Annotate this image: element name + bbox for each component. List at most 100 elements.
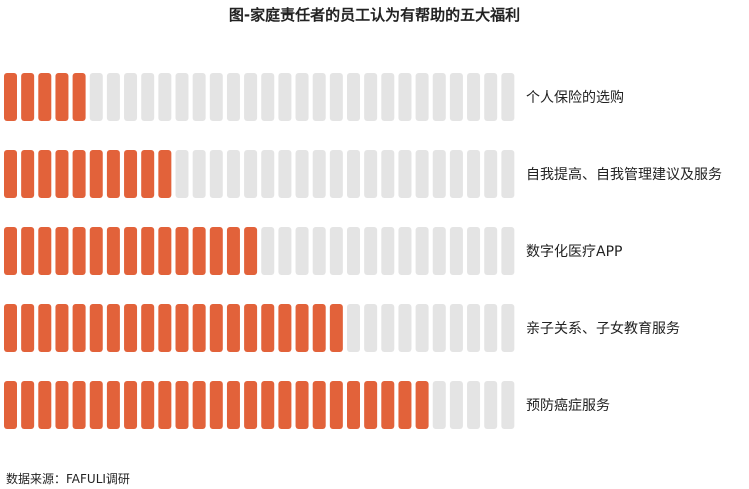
bar-segment-filled xyxy=(89,304,103,352)
bar-segment-filled xyxy=(38,381,52,429)
bar-segment-empty xyxy=(415,227,429,275)
bar-segment-empty xyxy=(381,304,395,352)
bar-segment-filled xyxy=(141,227,155,275)
bar-segment-filled xyxy=(55,150,69,198)
bar-segment-empty xyxy=(467,150,481,198)
bar-segment-filled xyxy=(106,227,120,275)
bar-segment-filled xyxy=(244,304,258,352)
bar-segment-filled xyxy=(55,381,69,429)
bar-segment-empty xyxy=(329,73,343,121)
bar-segment-filled xyxy=(124,304,138,352)
bar-segment-filled xyxy=(278,304,292,352)
bar-segment-filled xyxy=(4,73,17,121)
bar-segment-filled xyxy=(72,304,86,352)
bar-segment-empty xyxy=(89,73,103,121)
bar-segment-filled xyxy=(209,381,223,429)
bar-segment-empty xyxy=(501,304,515,352)
bar-segment-filled xyxy=(4,381,17,429)
bar-segment-filled xyxy=(226,304,240,352)
bar-segment-empty xyxy=(312,227,326,275)
bar-segment-empty xyxy=(364,304,378,352)
bar-segment-empty xyxy=(226,73,240,121)
bar-segment-filled xyxy=(21,73,35,121)
bar-segment-empty xyxy=(261,73,275,121)
bar-segment-empty xyxy=(106,73,120,121)
bar-segment-empty xyxy=(209,73,223,121)
bar-segment-empty xyxy=(398,304,412,352)
bar-segment-empty xyxy=(226,150,240,198)
bar-segment-filled xyxy=(192,304,206,352)
bar-segment-empty xyxy=(449,227,463,275)
bar-segment-filled xyxy=(192,381,206,429)
bar-segment-empty xyxy=(364,73,378,121)
bar-segment-empty xyxy=(141,73,155,121)
bar-segment-empty xyxy=(432,381,446,429)
bar-segment-filled xyxy=(4,227,17,275)
bar-segment-empty xyxy=(278,73,292,121)
bar-segment-empty xyxy=(364,227,378,275)
bar-segment-empty xyxy=(124,73,138,121)
bar-segment-empty xyxy=(501,150,515,198)
bar-segment-filled xyxy=(415,381,429,429)
bar-segment-empty xyxy=(175,150,189,198)
bar-segment-empty xyxy=(484,227,498,275)
category-label: 亲子关系、子女教育服务 xyxy=(526,320,680,337)
bar-segment-filled xyxy=(38,304,52,352)
category-label: 个人保险的选购 xyxy=(526,90,624,106)
bar-segment-empty xyxy=(467,381,481,429)
bar-segment-filled xyxy=(141,150,155,198)
bar-segment-empty xyxy=(449,381,463,429)
bar-segment-empty xyxy=(261,227,275,275)
bar-segment-empty xyxy=(449,73,463,121)
bar-segment-empty xyxy=(467,73,481,121)
bar-segment-filled xyxy=(55,227,69,275)
bar-segment-filled xyxy=(158,381,172,429)
bar-segment-empty xyxy=(484,73,498,121)
bar-segment-filled xyxy=(261,381,275,429)
bar-segment-filled xyxy=(312,304,326,352)
bar-segment-filled xyxy=(295,304,309,352)
bar-segment-filled xyxy=(106,304,120,352)
bar-segment-filled xyxy=(21,227,35,275)
bar-segment-filled xyxy=(72,150,86,198)
bar-segment-empty xyxy=(312,150,326,198)
bar-segment-filled xyxy=(329,381,343,429)
bar-segment-filled xyxy=(347,381,360,429)
bar-segment-filled xyxy=(89,150,103,198)
bar-segment-filled xyxy=(4,150,17,198)
category-label: 自我提高、自我管理建议及服务 xyxy=(526,166,722,183)
bar-segment-filled xyxy=(141,381,155,429)
bar-segment-filled xyxy=(158,304,172,352)
bar-segment-empty xyxy=(432,150,446,198)
bar-segment-filled xyxy=(244,381,258,429)
bar-segment-empty xyxy=(381,227,395,275)
bar-segment-filled xyxy=(89,381,103,429)
bar-segment-filled xyxy=(106,150,120,198)
bar-segment-filled xyxy=(192,227,206,275)
bar-segment-empty xyxy=(295,73,309,121)
bar-segment-empty xyxy=(432,304,446,352)
bar-segment-filled xyxy=(158,150,172,198)
bar-segment-empty xyxy=(244,73,258,121)
bar-segment-filled xyxy=(141,304,155,352)
bar-segment-filled xyxy=(21,150,35,198)
bar-segment-filled xyxy=(278,381,292,429)
bar-segment-filled xyxy=(72,381,86,429)
bar-segment-empty xyxy=(501,381,515,429)
bar-segment-empty xyxy=(278,227,292,275)
bar-segment-empty xyxy=(415,304,429,352)
bar-segment-filled xyxy=(38,73,52,121)
bar-segment-empty xyxy=(347,227,360,275)
bar-segment-filled xyxy=(312,381,326,429)
bar-segment-empty xyxy=(398,150,412,198)
bar-segment-filled xyxy=(21,304,35,352)
bar-segment-empty xyxy=(449,150,463,198)
bar-segment-empty xyxy=(278,150,292,198)
bar-segment-filled xyxy=(106,381,120,429)
bar-segment-filled xyxy=(226,381,240,429)
bar-segment-filled xyxy=(38,150,52,198)
bar-segment-filled xyxy=(175,381,189,429)
bar-segment-filled xyxy=(21,381,35,429)
bar-segment-empty xyxy=(364,150,378,198)
